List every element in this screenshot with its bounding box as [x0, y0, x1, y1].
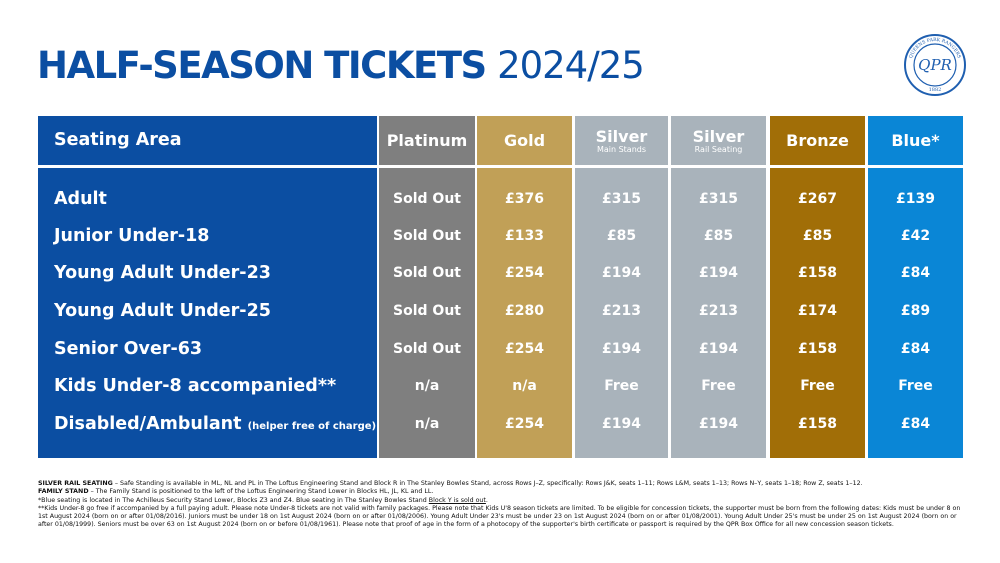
note-concessions: **Kids Under-8 go free if accompanied by… — [38, 504, 961, 529]
title-season: 2024/25 — [497, 44, 645, 87]
column-sublabel: Main Stands — [596, 144, 647, 154]
note-family-stand: FAMILY STAND – The Family Stand is posit… — [38, 488, 434, 496]
column-label: Blue* — [891, 131, 940, 150]
column-header: Gold — [477, 116, 572, 165]
price-cell: Sold Out — [393, 341, 461, 357]
column-header: Silver Main Stands — [575, 116, 668, 165]
price-column: £315 £85 £194 £213 £194 Free £194 — [575, 168, 668, 458]
column-sublabel: Rail Seating — [694, 144, 743, 154]
column-header: Platinum — [379, 116, 475, 165]
row-label: Junior Under-18 — [54, 226, 210, 246]
price-cell: Sold Out — [393, 191, 461, 207]
column-label: Bronze — [786, 131, 849, 150]
price-cell: n/a — [414, 416, 440, 432]
price-cell: £194 — [699, 341, 738, 357]
price-cell: £89 — [900, 303, 931, 319]
price-cell: Sold Out — [393, 265, 461, 281]
row-label: Adult — [54, 189, 107, 209]
price-cell: Free — [701, 378, 736, 394]
price-cell: £194 — [602, 265, 641, 281]
price-cell: £85 — [703, 228, 734, 244]
price-cell: £84 — [900, 416, 931, 432]
price-column: Sold Out Sold Out Sold Out Sold Out Sold Out… — [379, 168, 475, 458]
price-cell: £174 — [798, 303, 837, 319]
price-column: £139 £42 £84 £89 £84 Free £84 — [868, 168, 963, 458]
price-cell: £194 — [699, 416, 738, 432]
title-main: HALF-SEASON TICKETS — [37, 44, 487, 87]
price-cell: £376 — [505, 191, 544, 207]
price-cell: £267 — [798, 191, 837, 207]
price-cell: Free — [800, 378, 835, 394]
price-cell: Sold Out — [393, 228, 461, 244]
row-label: Senior Over-63 — [54, 339, 203, 359]
price-cell: £194 — [602, 341, 641, 357]
note-silver-rail: SILVER RAIL SEATING – Safe Standing is a… — [38, 480, 863, 487]
price-cell: £84 — [900, 341, 931, 357]
price-cell: £158 — [798, 341, 837, 357]
column-header: Silver Rail Seating — [671, 116, 766, 165]
seating-area-label: Seating Area — [54, 130, 182, 150]
row-label: Disabled/Ambulant (helper free of charge… — [54, 414, 377, 434]
price-cell: Sold Out — [393, 303, 461, 319]
row-note: (helper free of charge) — [247, 421, 377, 432]
price-cell: £133 — [505, 228, 544, 244]
svg-text:1882: 1882 — [929, 87, 942, 93]
price-cell: n/a — [414, 378, 440, 394]
price-cell: £42 — [900, 228, 931, 244]
seating-area-column: Adult Junior Under-18 Young Adult Under-23… — [38, 168, 377, 458]
svg-text:QPR: QPR — [918, 56, 952, 74]
column-header: Bronze — [770, 116, 865, 165]
price-cell: £213 — [699, 303, 738, 319]
price-cell: £139 — [896, 191, 935, 207]
price-cell: £194 — [602, 416, 641, 432]
price-cell: £254 — [505, 265, 544, 281]
price-cell: £85 — [802, 228, 833, 244]
price-cell: £84 — [900, 265, 931, 281]
column-label: Silver — [692, 126, 745, 146]
page-title: HALF-SEASON TICKETS 2024/25 — [37, 44, 645, 87]
price-cell: £158 — [798, 416, 837, 432]
price-cell: £85 — [606, 228, 637, 244]
seating-area-header: Seating Area — [38, 116, 377, 165]
price-cell: £158 — [798, 265, 837, 281]
price-cell: £315 — [699, 191, 738, 207]
price-cell: Free — [898, 378, 933, 394]
price-column: £315 £85 £194 £213 £194 Free £194 — [671, 168, 766, 458]
price-cell: Free — [604, 378, 639, 394]
price-cell: £213 — [602, 303, 641, 319]
row-label: Young Adult Under-23 — [54, 263, 271, 283]
price-cell: £280 — [505, 303, 544, 319]
column-label: Silver — [595, 126, 648, 146]
price-column: £376 £133 £254 £280 £254 n/a £254 — [477, 168, 572, 458]
price-cell: n/a — [512, 378, 537, 394]
column-label: Gold — [503, 131, 546, 150]
footnotes: SILVER RAIL SEATING – Safe Standing is a… — [38, 480, 968, 530]
qpr-crest-logo: QPR 1882 QUEENS PARK RANGERS — [904, 34, 966, 96]
note-blue-seating: *Blue seating is located in The Achilleu… — [38, 496, 488, 504]
price-cell: £315 — [602, 191, 641, 207]
price-cell: £194 — [699, 265, 738, 281]
column-header: Blue* — [868, 116, 963, 165]
price-cell: £254 — [505, 341, 544, 357]
price-cell: £254 — [505, 416, 544, 432]
row-label: Kids Under-8 accompanied** — [54, 376, 337, 396]
row-label: Young Adult Under-25 — [54, 301, 271, 321]
column-label: Platinum — [386, 131, 468, 150]
price-column: £267 £85 £158 £174 £158 Free £158 — [770, 168, 865, 458]
